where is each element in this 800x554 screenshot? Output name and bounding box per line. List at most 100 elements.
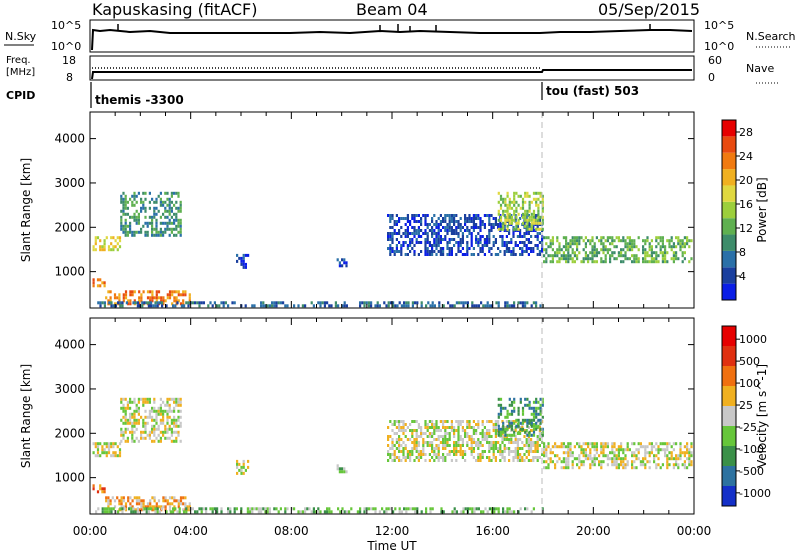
power-cell (431, 247, 434, 250)
power-cell (461, 232, 464, 235)
velocity-cell (391, 441, 394, 444)
power-colorbar-tick-label: 28 (739, 126, 753, 139)
power-cell (565, 245, 568, 249)
velocity-cell (499, 397, 503, 401)
power-cell (321, 301, 324, 305)
velocity-cell (107, 451, 111, 455)
power-cell (413, 244, 416, 247)
velocity-cell (503, 438, 506, 441)
velocity-cell (534, 441, 537, 444)
velocity-cell (142, 502, 145, 506)
power-cell (420, 241, 423, 244)
power-cell (155, 230, 158, 234)
power-cell (341, 258, 344, 262)
velocity-cell (317, 510, 320, 514)
power-cell (400, 253, 403, 256)
power-cell (398, 250, 401, 253)
power-colorbar-swatch (722, 169, 736, 186)
cpid-program-1: themis -3300 (95, 93, 184, 107)
power-cell (96, 278, 100, 282)
power-cell (431, 217, 434, 220)
velocity-cell (466, 444, 469, 447)
power-cell (595, 260, 598, 264)
power-cell (541, 221, 544, 225)
velocity-cell (527, 459, 530, 462)
velocity-cell (501, 438, 504, 441)
power-cell (207, 304, 210, 308)
power-cell (155, 224, 158, 228)
velocity-cell (470, 438, 473, 441)
velocity-cell (404, 444, 407, 447)
velocity-cell (184, 496, 187, 500)
velocity-cell (398, 441, 401, 444)
velocity-cell (554, 454, 557, 458)
velocity-cell (144, 427, 147, 431)
velocity-cell (164, 430, 167, 434)
power-cell (517, 203, 520, 207)
power-cell (611, 236, 614, 240)
velocity-colorbar-tick-label: 100 (739, 377, 760, 390)
power-cell (526, 227, 529, 231)
power-cell (514, 244, 517, 247)
velocity-cell (374, 507, 377, 511)
power-cell (539, 227, 542, 231)
velocity-cell (395, 441, 398, 444)
power-cell (184, 290, 187, 294)
power-cell (103, 301, 106, 305)
power-cell (532, 212, 536, 216)
velocity-cell (196, 510, 199, 514)
power-cell (609, 254, 612, 258)
power-cell (604, 239, 607, 243)
power-cell (664, 260, 667, 264)
power-cell (247, 253, 250, 257)
velocity-cell (173, 397, 176, 401)
power-cell (477, 253, 480, 256)
velocity-cell (173, 499, 176, 503)
power-cell (675, 251, 678, 255)
power-cell (591, 236, 594, 240)
velocity-cell (165, 510, 168, 514)
velocity-cell (402, 420, 405, 423)
power-cell (536, 238, 539, 241)
velocity-cell (477, 426, 480, 429)
power-cell (151, 296, 154, 300)
velocity-cell (532, 441, 535, 444)
velocity-cell (116, 496, 119, 500)
power-cell (439, 220, 442, 223)
power-cell (521, 221, 525, 225)
power-cell (506, 203, 509, 207)
power-cell (620, 239, 623, 243)
power-cell (505, 250, 508, 253)
power-cell (113, 293, 117, 297)
velocity-cell (613, 460, 616, 464)
power-cell (433, 229, 436, 232)
velocity-cell (422, 441, 425, 444)
velocity-cell (505, 420, 508, 423)
velocity-cell (517, 424, 520, 428)
velocity-cell (439, 456, 442, 459)
velocity-cell (442, 441, 445, 444)
velocity-cell (147, 507, 150, 511)
power-cell (620, 248, 623, 252)
power-cell (363, 301, 366, 305)
power-cell (109, 299, 112, 303)
velocity-cell (433, 438, 436, 441)
power-cell (532, 209, 536, 213)
power-cell (504, 218, 507, 222)
power-cell (425, 304, 428, 308)
velocity-cell (545, 460, 548, 464)
velocity-colorbar-swatch (722, 466, 736, 486)
velocity-cell (613, 451, 616, 455)
power-cell (158, 301, 161, 305)
velocity-cell (569, 451, 572, 455)
power-cell (404, 253, 407, 256)
power-cell (144, 233, 147, 237)
velocity-cell (277, 510, 280, 514)
velocity-cell (101, 487, 104, 491)
power-cell (675, 254, 678, 258)
power-cell (525, 217, 528, 220)
power-cell (535, 227, 538, 231)
power-cell (185, 301, 188, 305)
velocity-cell (326, 510, 329, 514)
power-cell (442, 238, 445, 241)
